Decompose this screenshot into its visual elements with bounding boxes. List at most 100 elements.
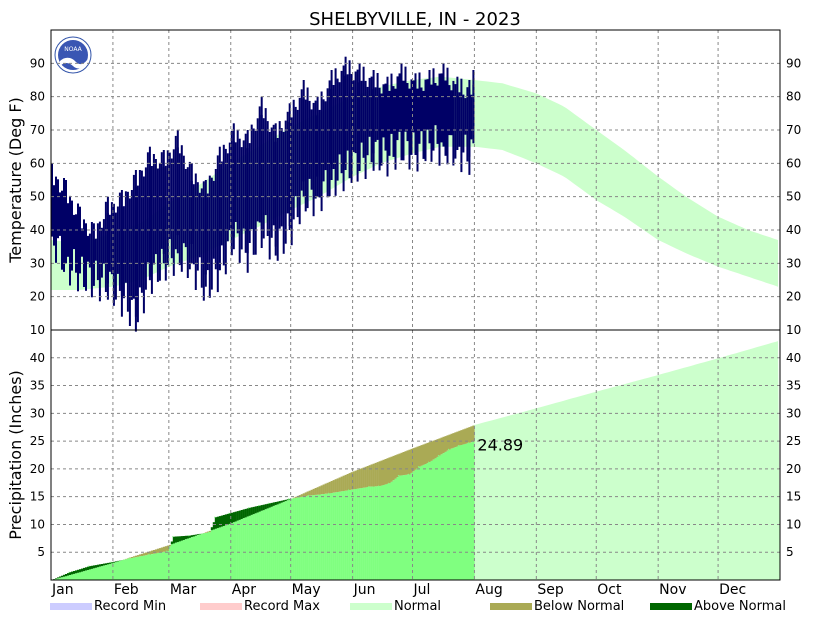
precipitation-below-normal-bar	[392, 455, 395, 481]
temperature-day-bar	[110, 202, 113, 275]
precipitation-observed-bar	[424, 464, 427, 580]
temperature-day-bar	[368, 77, 371, 137]
temperature-y-tick-label-right: 60	[786, 156, 801, 170]
temperature-day-bar	[59, 192, 61, 236]
precipitation-observed-bar	[142, 555, 146, 580]
precipitation-above-normal-bar	[212, 522, 215, 530]
precipitation-below-normal-bar	[164, 546, 167, 552]
temperature-day-bar	[282, 131, 285, 254]
temperature-day-bar	[73, 214, 75, 250]
temperature-day-bar	[388, 90, 391, 156]
temperature-day-bar	[382, 84, 385, 138]
precipitation-observed-bar	[79, 572, 82, 580]
precipitation-above-normal-bar	[236, 511, 239, 521]
precipitation-below-normal-bar	[358, 469, 361, 489]
precipitation-observed-bar	[256, 512, 259, 580]
precipitation-below-normal-bar	[394, 455, 397, 479]
precipitation-below-normal-bar	[404, 451, 407, 475]
temperature-day-bar	[170, 158, 173, 259]
temperature-day-bar	[338, 82, 341, 155]
temperature-observed-point	[148, 146, 151, 277]
precipitation-above-normal-bar	[57, 577, 60, 579]
precipitation-observed-bar	[444, 451, 447, 580]
precipitation-observed-bar	[370, 486, 373, 580]
temperature-day-bar	[100, 227, 103, 278]
temperature-day-bar	[210, 177, 213, 290]
precipitation-observed-point	[397, 475, 400, 477]
temperature-day-bar	[250, 124, 253, 229]
precipitation-below-normal-bar	[368, 465, 371, 487]
precipitation-below-normal-bar	[154, 549, 158, 554]
precipitation-observed-bar	[396, 477, 399, 580]
precipitation-above-normal-bar	[198, 533, 201, 535]
precipitation-observed-bar	[266, 508, 269, 580]
temperature-day-bar	[126, 191, 129, 312]
temperature-day-bar	[320, 91, 323, 212]
precipitation-observed-bar	[332, 492, 335, 580]
temperature-observed-point	[79, 206, 81, 274]
precipitation-above-normal-bar	[94, 565, 98, 568]
precipitation-observed-bar	[398, 475, 401, 580]
temperature-y-tick-label-left: 40	[30, 223, 45, 237]
precipitation-observed-bar	[406, 474, 409, 580]
precipitation-below-normal-bar	[320, 485, 323, 495]
precipitation-above-normal-bar	[276, 501, 279, 505]
precipitation-above-normal-bar	[242, 509, 245, 519]
precipitation-observed-bar	[310, 495, 313, 580]
precipitation-below-normal-bar	[372, 463, 375, 487]
precipitation-observed-bar	[248, 515, 251, 580]
precipitation-observed-bar	[440, 454, 443, 580]
precipitation-above-normal-bar	[65, 574, 68, 577]
temperature-day-bar	[168, 152, 171, 240]
temperature-day-bar	[224, 148, 227, 275]
legend-label: Record Max	[244, 599, 320, 614]
precipitation-below-normal-bar	[398, 453, 401, 476]
precipitation-observed-bar	[83, 571, 86, 580]
precipitation-observed-bar	[90, 568, 94, 580]
temperature-observed-point	[358, 63, 361, 164]
temperature-day-bar	[154, 159, 157, 255]
precipitation-observed-bar	[67, 575, 70, 580]
temperature-y-tick-label-right: 80	[786, 90, 801, 104]
precipitation-observed-bar	[264, 509, 267, 580]
precipitation-above-normal-bar	[230, 512, 233, 524]
precipitation-below-normal-bar	[146, 551, 150, 555]
temperature-day-bar	[166, 150, 169, 265]
precipitation-above-normal-bar	[174, 536, 177, 543]
noaa-logo: NOAA	[54, 36, 92, 74]
precipitation-observed-bar	[204, 532, 207, 580]
precipitation-observed-bar	[69, 575, 72, 580]
precipitation-above-normal-bar	[286, 499, 289, 501]
precipitation-below-normal-bar	[444, 436, 447, 452]
precipitation-observed-bar	[378, 486, 381, 580]
temperature-day-bar	[272, 124, 275, 226]
temperature-observed-point	[330, 70, 333, 180]
month-label: Dec	[719, 582, 746, 598]
precipitation-above-normal-bar	[246, 508, 249, 517]
precipitation-observed-bar	[386, 483, 389, 580]
precipitation-below-normal-bar	[370, 464, 373, 487]
temperature-day-bar	[464, 98, 467, 135]
month-label: May	[292, 582, 321, 598]
precipitation-observed-bar	[372, 486, 375, 580]
temperature-y-tick-label-left: 30	[30, 256, 45, 270]
temperature-day-bar	[128, 198, 131, 326]
precipitation-observed-bar	[458, 445, 461, 580]
temperature-day-bar	[424, 79, 427, 162]
precipitation-above-normal-bar	[216, 516, 219, 529]
precipitation-y-tick-label-left: 10	[30, 517, 45, 531]
precipitation-above-normal-bar	[87, 566, 90, 570]
precipitation-below-normal-bar	[318, 486, 321, 495]
precipitation-observed-bar	[346, 490, 349, 580]
precipitation-observed-bar	[450, 448, 453, 580]
temperature-observed-point	[51, 163, 53, 237]
precipitation-observed-bar	[414, 469, 417, 580]
temperature-day-bar	[256, 118, 259, 222]
precipitation-below-normal-bar	[420, 445, 423, 466]
precipitation-below-normal-bar	[132, 556, 136, 558]
precipitation-observed-bar	[430, 460, 433, 580]
precipitation-observed-bar	[452, 447, 455, 580]
precipitation-observed-bar	[112, 562, 116, 580]
precipitation-above-normal-bar	[81, 568, 84, 572]
precipitation-observed-bar	[306, 495, 309, 580]
